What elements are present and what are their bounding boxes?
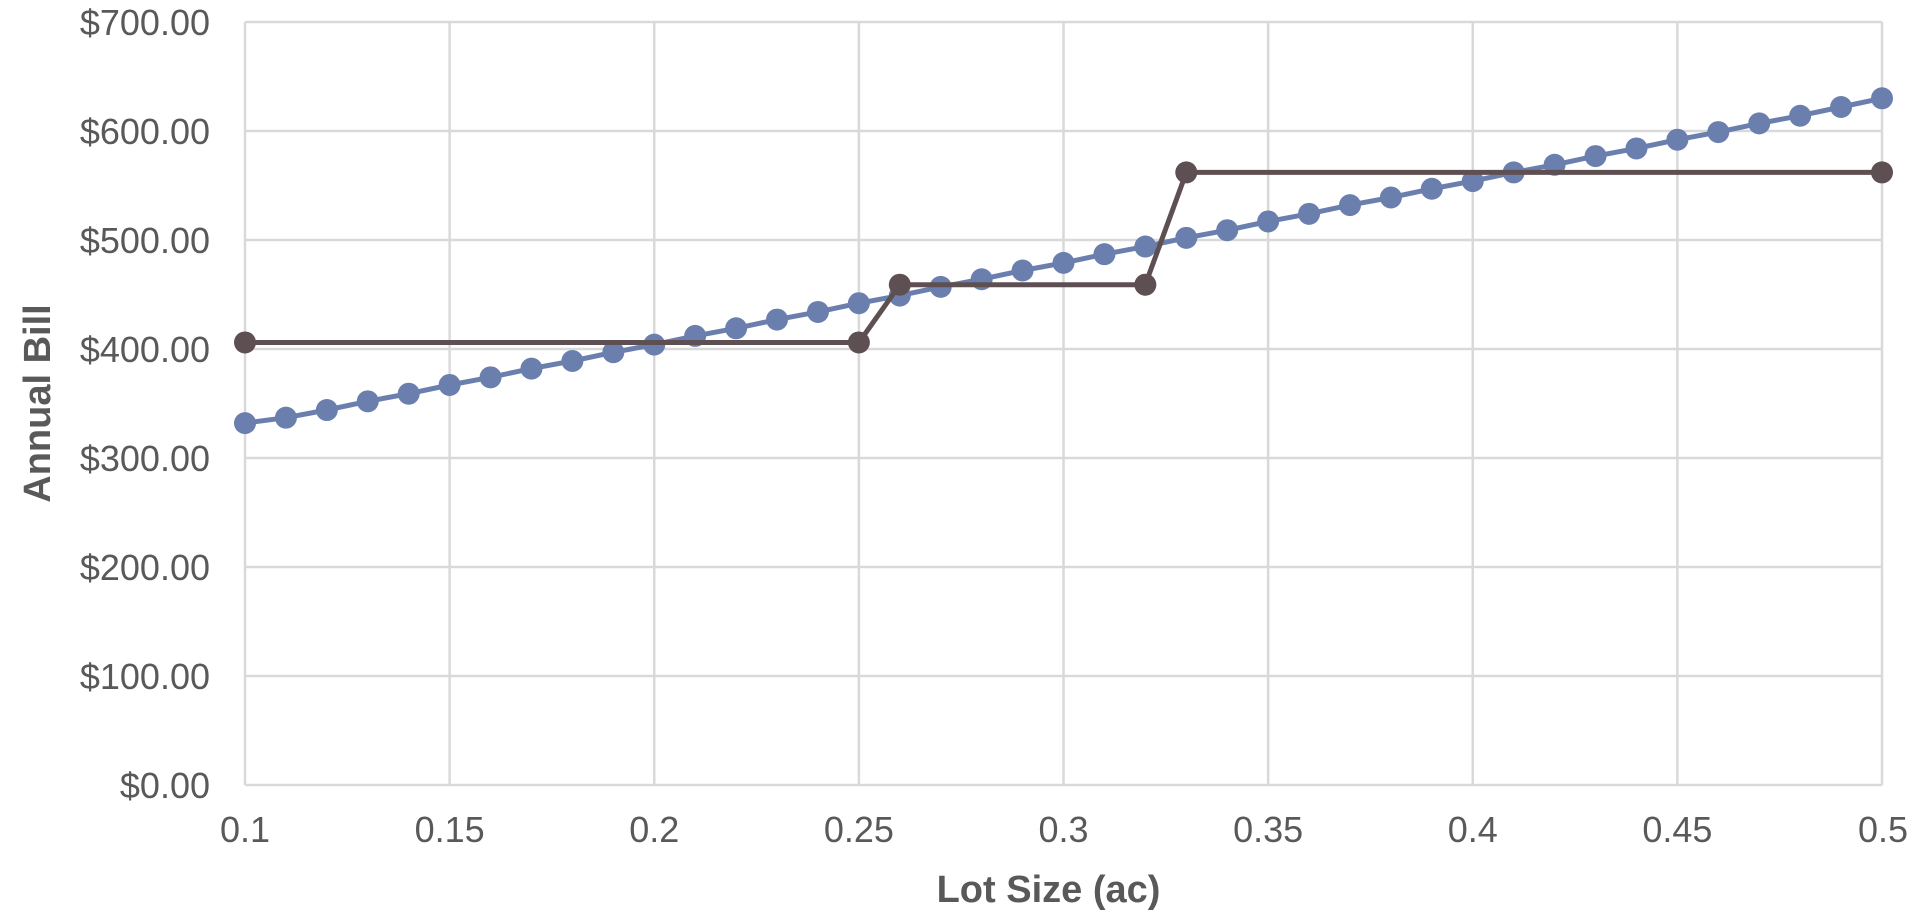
series-1-point <box>766 308 789 331</box>
y-tick-label: $700.00 <box>80 2 210 43</box>
series-1-point <box>1338 194 1361 217</box>
series-1-point <box>1666 128 1689 151</box>
series-1-point <box>1830 96 1853 119</box>
series-2-line <box>245 169 1882 345</box>
series-2-point <box>847 331 870 354</box>
series-1-point <box>356 390 379 413</box>
series-1-point <box>315 399 338 422</box>
y-tick-label: $0.00 <box>120 765 210 806</box>
series-1-point <box>1093 243 1116 266</box>
series-1-point <box>602 341 625 364</box>
series-2-point <box>888 273 911 296</box>
x-axis-ticks: 0.1 0.15 0.2 0.25 0.3 0.35 0.4 0.45 0.5 <box>220 809 1908 850</box>
series-1-point <box>1625 137 1648 160</box>
x-tick-label: 0.25 <box>824 809 894 850</box>
y-tick-label: $500.00 <box>80 220 210 261</box>
series-1-point <box>806 300 829 323</box>
series-2-point <box>234 331 256 354</box>
series-1-point <box>1584 145 1607 168</box>
y-tick-label: $100.00 <box>80 656 210 697</box>
x-tick-label: 0.2 <box>629 809 679 850</box>
x-tick-label: 0.15 <box>415 809 485 850</box>
series-2-point <box>1175 161 1198 184</box>
series-1-point <box>479 366 502 389</box>
series-1-point <box>1379 186 1402 209</box>
y-tick-label: $300.00 <box>80 438 210 479</box>
y-axis-title: Annual Bill <box>17 304 59 502</box>
grid <box>243 20 1884 787</box>
series-1-point <box>847 292 870 315</box>
x-tick-label: 0.1 <box>220 809 270 850</box>
series-1-point <box>561 349 584 372</box>
series-group <box>234 87 1893 435</box>
series-1-point <box>1216 219 1239 242</box>
x-tick-label: 0.3 <box>1038 809 1088 850</box>
y-tick-label: $200.00 <box>80 547 210 588</box>
series-1-point <box>520 357 543 380</box>
series-2-point <box>1134 273 1157 296</box>
x-tick-label: 0.5 <box>1858 809 1908 850</box>
series-1-point <box>438 373 461 396</box>
series-1-point <box>1748 112 1771 135</box>
series-1-point <box>397 382 420 405</box>
series-1-point <box>1134 235 1157 258</box>
series-1-point <box>1871 87 1893 110</box>
series-1-point <box>1257 210 1280 233</box>
x-tick-label: 0.45 <box>1642 809 1712 850</box>
y-tick-label: $600.00 <box>80 111 210 152</box>
series-1-point <box>1175 226 1198 249</box>
y-axis-ticks: $0.00 $100.00 $200.00 $300.00 $400.00 $500.00… <box>80 2 210 806</box>
series-1-point <box>1461 170 1484 193</box>
series-1-point <box>1420 177 1443 200</box>
series-1-point <box>1052 251 1075 274</box>
series-1-point <box>725 317 748 340</box>
series-2 <box>234 161 1893 354</box>
series-1-point <box>1789 104 1812 127</box>
x-tick-label: 0.35 <box>1233 809 1303 850</box>
y-tick-label: $400.00 <box>80 329 210 370</box>
x-axis-title: Lot Size (ac) <box>937 869 1161 911</box>
series-1-point <box>1298 202 1321 225</box>
series-1-point <box>274 406 297 429</box>
series-1-point <box>1011 259 1034 282</box>
x-tick-label: 0.4 <box>1448 809 1498 850</box>
series-2-point <box>1871 161 1893 184</box>
series-1-point <box>234 412 256 435</box>
series-1-point <box>1707 121 1730 144</box>
